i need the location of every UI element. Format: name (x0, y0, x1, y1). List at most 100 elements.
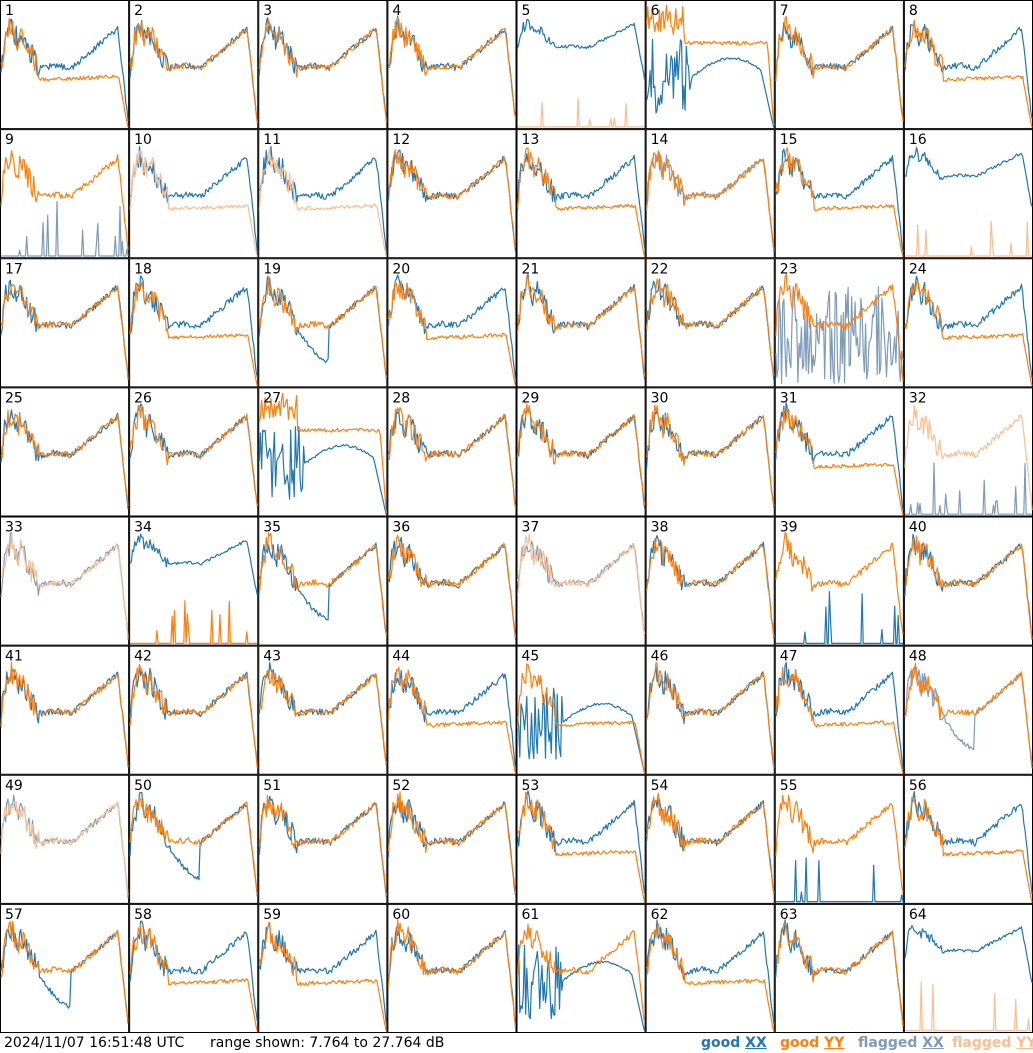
panel-frame (516, 129, 646, 259)
panel-29: 29 (516, 387, 646, 517)
panel-frame (129, 774, 259, 904)
series-yy (646, 792, 775, 894)
series-yy (387, 534, 517, 638)
series-yy (129, 150, 258, 257)
legend-good-yy: good YY (780, 1034, 844, 1052)
panel-frame (903, 516, 1033, 646)
panel-label: 52 (392, 778, 410, 794)
panel-frame (258, 903, 388, 1033)
panel-28: 28 (387, 387, 517, 517)
series-yy (516, 791, 646, 903)
panel-frame (645, 129, 775, 259)
panel-label: 59 (263, 907, 281, 923)
series-yy (904, 280, 1033, 386)
series-yy (258, 921, 387, 1032)
panel-label: 23 (780, 261, 798, 277)
series-yy (258, 18, 387, 123)
panel-label: 7 (780, 3, 789, 19)
panel-label: 13 (522, 132, 540, 148)
series-yy (0, 534, 129, 638)
series-yy (0, 149, 129, 251)
panel-frame (387, 645, 517, 775)
panel-label: 35 (263, 520, 281, 536)
panel-frame (516, 0, 646, 130)
panel-label: 53 (522, 778, 540, 794)
panel-label: 10 (134, 132, 152, 148)
panel-label: 28 (392, 390, 410, 406)
series-xx (387, 669, 517, 768)
panel-frame (903, 774, 1033, 904)
series-yy (646, 404, 775, 506)
panel-frame (129, 903, 259, 1033)
panel-50: 50 (129, 774, 259, 904)
series-yy (516, 275, 646, 377)
panel-3: 3 (258, 0, 388, 130)
panel-label: 22 (651, 261, 669, 277)
panel-frame (387, 516, 517, 646)
panel-frame (0, 129, 130, 259)
series-yy (646, 662, 775, 768)
panel-61: 61 (516, 903, 646, 1033)
panel-label: 26 (134, 390, 152, 406)
series-xx (904, 666, 1033, 769)
series-yy (775, 406, 904, 516)
series-xx (775, 590, 903, 645)
panel-label: 42 (134, 649, 152, 665)
panel-label: 11 (263, 132, 281, 148)
series-yy (129, 404, 258, 507)
panel-label: 20 (392, 261, 410, 277)
panel-26: 26 (129, 387, 259, 517)
panel-frame (774, 903, 904, 1033)
series-xx (516, 687, 646, 774)
panel-16: 16 (903, 129, 1033, 259)
series-yy (129, 663, 258, 769)
panel-label: 63 (780, 907, 798, 923)
footer-bar: 2024/11/07 16:51:48 UTC range shown: 7.7… (0, 1033, 1033, 1053)
legend-good-yy-prefix: good (780, 1035, 820, 1051)
series-yy (904, 19, 1033, 128)
panel-label: 36 (392, 520, 410, 536)
panel-label: 48 (909, 649, 927, 665)
series-yy (516, 147, 646, 257)
panel-55: 55 (774, 774, 904, 904)
series-xx (0, 532, 129, 641)
series-yy (0, 661, 129, 768)
panel-25: 25 (0, 387, 130, 517)
series-yy (129, 796, 258, 895)
panel-label: 41 (5, 649, 23, 665)
panel-frame (645, 387, 775, 517)
panel-42: 42 (129, 645, 259, 775)
panel-21: 21 (516, 258, 646, 388)
panel-label: 57 (5, 907, 23, 923)
panel-8: 8 (903, 0, 1033, 130)
series-yy (904, 535, 1033, 640)
panel-frame (903, 903, 1033, 1033)
panel-frame (774, 387, 904, 517)
panel-label: 49 (5, 778, 23, 794)
series-yy (646, 4, 775, 126)
panel-13: 13 (516, 129, 646, 259)
panel-label: 33 (5, 520, 23, 536)
legend-flagged-xx-pol: XX (922, 1035, 944, 1051)
panel-label: 27 (263, 390, 281, 406)
series-yy (516, 923, 646, 1023)
series-yy (904, 404, 1033, 511)
series-yy (129, 924, 258, 1032)
panel-32: 32 (903, 387, 1033, 517)
series-xx (129, 146, 258, 253)
series-yy (258, 275, 387, 378)
series-yy (0, 409, 129, 506)
panel-frame (129, 0, 259, 130)
panel-label: 24 (909, 261, 927, 277)
panel-label: 46 (651, 649, 669, 665)
panel-44: 44 (387, 645, 517, 775)
panel-57: 57 (0, 903, 130, 1033)
series-yy (388, 16, 517, 119)
panel-frame (903, 258, 1033, 388)
panel-51: 51 (258, 774, 388, 904)
panel-label: 12 (392, 132, 410, 148)
panel-40: 40 (903, 516, 1033, 646)
panel-11: 11 (258, 129, 388, 259)
panel-label: 25 (5, 390, 23, 406)
panel-label: 37 (522, 520, 540, 536)
